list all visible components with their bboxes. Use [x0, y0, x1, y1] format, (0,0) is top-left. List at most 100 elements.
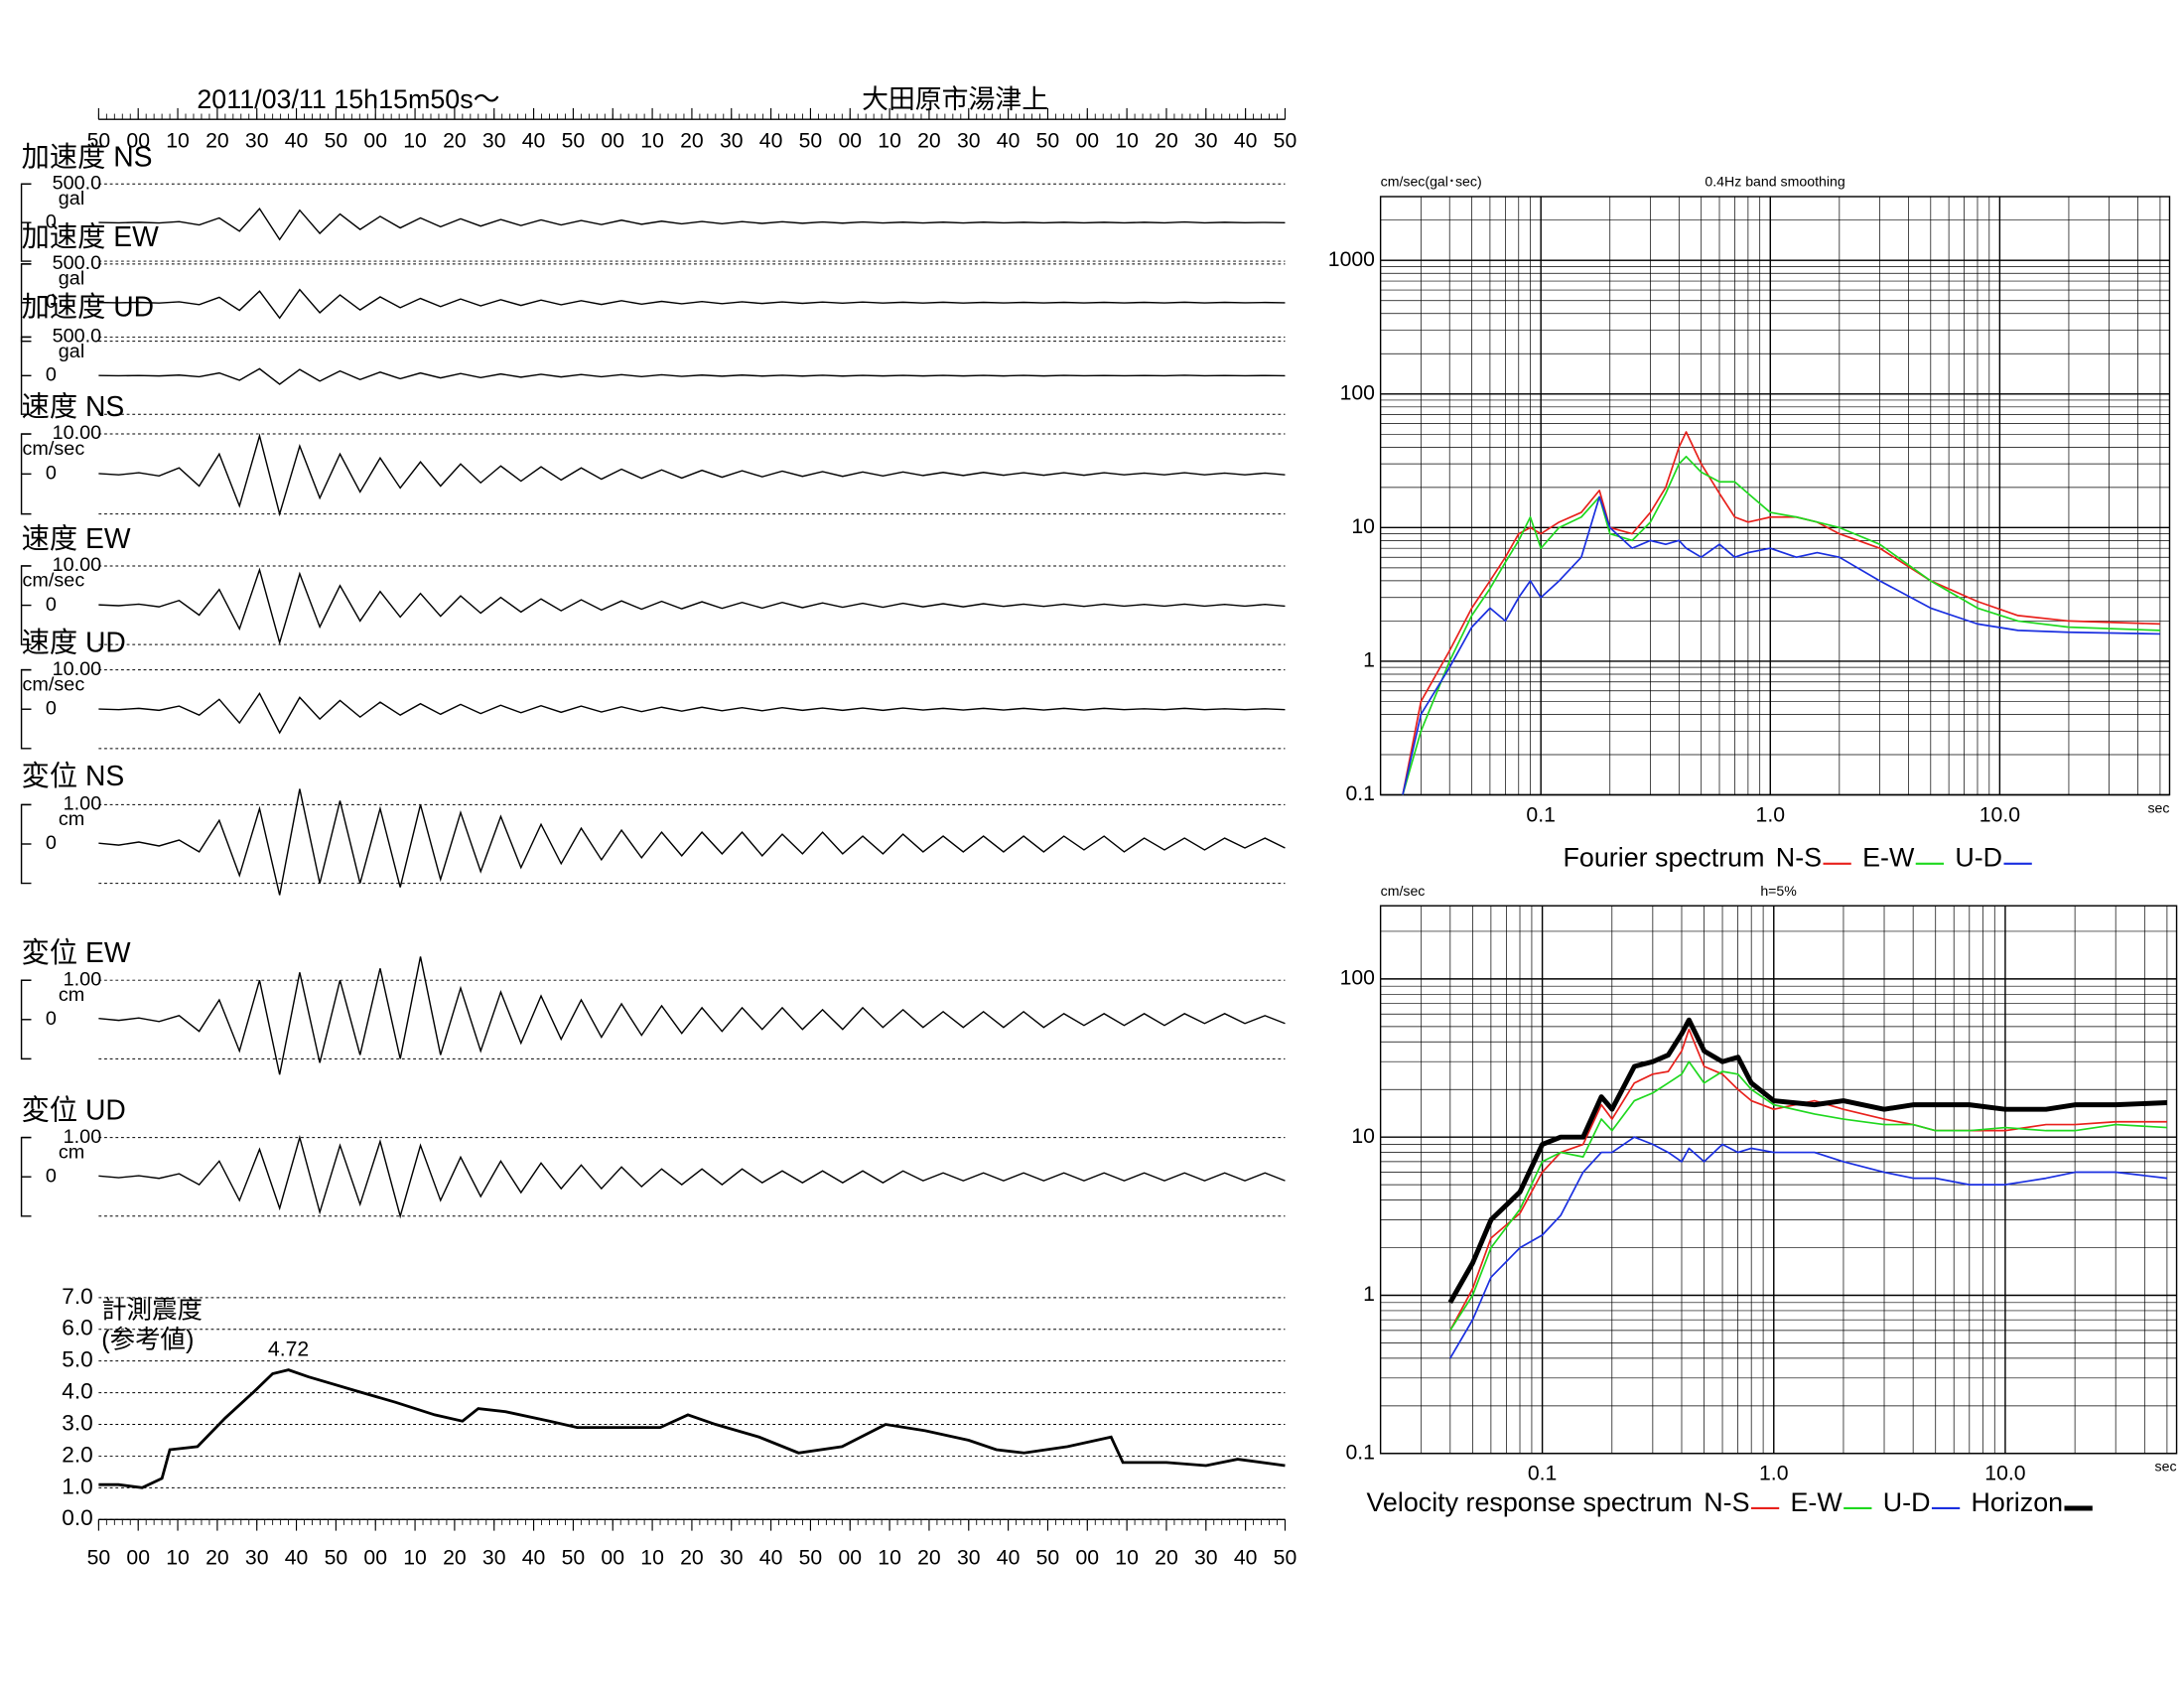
- waveform: [98, 367, 1286, 385]
- y-tick-label: 2.0: [62, 1442, 92, 1467]
- y-tick-label: 1: [1363, 649, 1375, 672]
- x-tick-label: 10: [403, 129, 427, 152]
- legend-label: E-W: [1791, 1487, 1843, 1517]
- legend-label: N-S: [1704, 1487, 1749, 1517]
- unit-label: cm: [59, 984, 84, 1006]
- x-axis-label: sec: [2155, 1459, 2177, 1475]
- x-tick-label: 10.0: [1979, 803, 2020, 826]
- peak-label: 4.72: [268, 1337, 309, 1360]
- x-tick-label: 50: [799, 129, 823, 152]
- y-axis-label: cm/sec(gal･sec): [1381, 174, 1482, 190]
- y-tick-label: 0: [46, 594, 57, 616]
- legend-label: N-S: [1776, 843, 1822, 873]
- x-tick-label: 00: [126, 129, 150, 152]
- x-tick-label: 0.1: [1526, 803, 1555, 826]
- panel-title: 加速度 NS: [22, 140, 153, 172]
- x-tick-label: 20: [205, 129, 229, 152]
- panel-title: 加速度 UD: [22, 291, 154, 323]
- x-tick-label: 20: [1155, 129, 1178, 152]
- spectrum-line: [1449, 1028, 2167, 1332]
- x-tick-label: 00: [363, 1546, 387, 1569]
- y-tick-label: 0: [46, 211, 57, 232]
- x-tick-label: 0.1: [1528, 1463, 1557, 1485]
- x-tick-label: 20: [443, 1546, 467, 1569]
- x-tick-label: 10: [1115, 129, 1139, 152]
- x-tick-label: 10: [878, 129, 901, 152]
- x-tick-label: 40: [997, 1546, 1021, 1569]
- x-tick-label: 50: [1274, 1546, 1297, 1569]
- panel-title: 変位 EW: [22, 936, 131, 968]
- x-tick-label: 40: [997, 129, 1021, 152]
- x-tick-label: 1.0: [1759, 1463, 1788, 1485]
- waveform: [98, 288, 1286, 320]
- x-tick-label: 30: [245, 1546, 269, 1569]
- x-tick-label: 10: [640, 129, 664, 152]
- y-tick-label: 500.0: [53, 173, 102, 195]
- y-tick-label: 0: [46, 1165, 57, 1187]
- x-tick-label: 50: [1274, 129, 1297, 152]
- y-tick-label: 100: [1340, 967, 1375, 990]
- unit-label: cm/sec: [23, 570, 85, 592]
- x-tick-label: 30: [720, 129, 744, 152]
- x-tick-label: 40: [1234, 1546, 1258, 1569]
- x-tick-label: 50: [87, 129, 111, 152]
- x-tick-label: 00: [838, 129, 862, 152]
- y-tick-label: 3.0: [62, 1410, 92, 1435]
- y-tick-label: 10: [1351, 515, 1375, 538]
- y-tick-label: 0: [46, 291, 57, 313]
- panel-title: 速度 NS: [22, 390, 125, 422]
- panel-title: 計測震度: [101, 1297, 203, 1325]
- x-tick-label: 20: [205, 1546, 229, 1569]
- x-tick-label: 00: [838, 1546, 862, 1569]
- y-tick-label: 4.0: [62, 1379, 92, 1404]
- y-tick-label: 0: [46, 1008, 57, 1030]
- waveform: [98, 567, 1286, 645]
- x-tick-label: 10: [640, 1546, 664, 1569]
- waveform: [98, 208, 1286, 241]
- x-tick-label: 50: [87, 1546, 111, 1569]
- unit-label: cm/sec: [23, 438, 85, 460]
- x-tick-label: 30: [1194, 129, 1218, 152]
- x-tick-label: 40: [522, 1546, 546, 1569]
- unit-label: gal: [59, 341, 84, 362]
- x-tick-label: 10.0: [1984, 1463, 2025, 1485]
- x-tick-label: 40: [1234, 129, 1258, 152]
- unit-label: cm/sec: [23, 673, 85, 695]
- y-tick-label: 500.0: [53, 326, 102, 348]
- waveform: [98, 1134, 1286, 1219]
- x-tick-label: 20: [1155, 1546, 1178, 1569]
- chart-title: Fourier spectrum: [1564, 843, 1765, 873]
- x-tick-label: 10: [166, 129, 190, 152]
- x-axis-label: sec: [2147, 799, 2169, 815]
- panel-title: 速度 UD: [22, 627, 126, 658]
- y-tick-label: 10: [1351, 1125, 1375, 1148]
- spectrum-line: [1447, 1017, 2168, 1304]
- legend-label: E-W: [1862, 843, 1915, 873]
- x-tick-label: 00: [601, 1546, 624, 1569]
- y-tick-label: 1.0: [62, 1474, 92, 1498]
- legend-label: Horizon: [1972, 1487, 2064, 1517]
- chart-subtitle: h=5%: [1760, 883, 1797, 899]
- y-tick-label: 100: [1340, 381, 1375, 404]
- spectrum-line: [1402, 495, 2160, 795]
- chart-subtitle: 0.4Hz band smoothing: [1705, 174, 1844, 190]
- legend-label: U-D: [1883, 1487, 1931, 1517]
- x-tick-label: 50: [1036, 129, 1060, 152]
- y-tick-label: 0.1: [1345, 782, 1374, 805]
- unit-label: cm: [59, 808, 84, 830]
- y-tick-label: 10.00: [53, 422, 102, 444]
- y-tick-label: 0.1: [1345, 1441, 1374, 1464]
- x-tick-label: 50: [1036, 1546, 1060, 1569]
- x-tick-label: 10: [166, 1546, 190, 1569]
- panel-title: 変位 UD: [22, 1094, 126, 1126]
- y-tick-label: 10.00: [53, 658, 102, 680]
- intensity-line: [98, 1368, 1286, 1489]
- unit-label: gal: [59, 188, 84, 210]
- legend-label: U-D: [1955, 843, 2002, 873]
- x-tick-label: 00: [1075, 1546, 1099, 1569]
- x-tick-label: 30: [482, 1546, 506, 1569]
- y-tick-label: 0.0: [62, 1505, 92, 1530]
- x-tick-label: 40: [522, 129, 546, 152]
- x-tick-label: 50: [325, 1546, 348, 1569]
